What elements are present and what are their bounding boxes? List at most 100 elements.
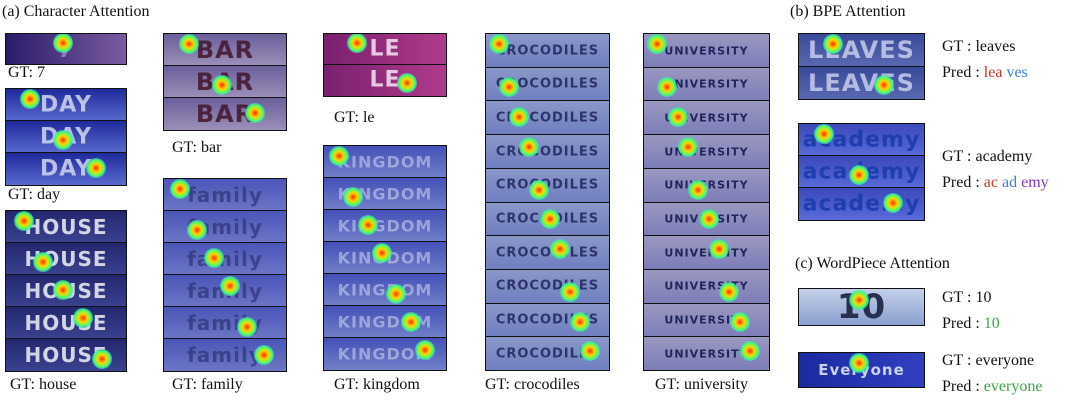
caption: GT: house (10, 376, 77, 393)
attention-crop: CROCODILES (485, 33, 610, 69)
attention-crop: LEAVES (798, 33, 925, 67)
attention-crop: LE (323, 33, 447, 66)
attention-crop: BAR (163, 97, 287, 131)
crop-text: BAR (195, 99, 255, 128)
attention-crop: UNIVERSITY (643, 66, 770, 102)
attention-hotspot (667, 106, 688, 127)
attention-crop: 7 (5, 33, 127, 65)
attention-crop: CROCODILES (485, 268, 610, 305)
pred-piece: lea (983, 64, 1003, 81)
attention-hotspot (20, 88, 41, 109)
attention-hotspot (400, 312, 421, 332)
attention-crop: 10 (798, 288, 925, 326)
gt-label: GT : everyone (942, 352, 1035, 369)
attention-crop: UNIVERSITY (643, 167, 770, 203)
crop-text: LEAVES (808, 68, 915, 97)
attention-crop: BAR (163, 33, 287, 67)
attention-crop: UNIVERSITY (643, 201, 770, 237)
attention-hotspot (647, 34, 668, 55)
attention-crop: KINGDOM (323, 177, 447, 211)
attention-crop: HOUSE (5, 242, 127, 276)
attention-hotspot (719, 282, 740, 303)
crop-text: academy (802, 191, 921, 217)
attention-crop: UNIVERSITY (643, 100, 770, 136)
attention-hotspot (237, 316, 257, 337)
crop-text: UNIVERSITY (664, 145, 749, 159)
pred-label: Pred : (942, 378, 980, 395)
gt-label: GT : 10 (942, 289, 992, 306)
section-title: (b) BPE Attention (790, 3, 906, 20)
attention-hotspot (569, 311, 590, 332)
crop-text: UNIVERSITY (664, 44, 749, 58)
attention-crop: HOUSE (5, 338, 127, 372)
crop-text: KINGDOM (337, 152, 433, 172)
crop-text: LE (369, 67, 401, 93)
attention-hotspot (33, 251, 54, 272)
crop-text: HOUSE (24, 214, 108, 239)
attention-crop: KINGDOM (323, 209, 447, 243)
pred-line: Pred : everyone (942, 378, 1042, 396)
attention-hotspot (549, 238, 570, 259)
attention-crop: HOUSE (5, 306, 127, 340)
attention-hotspot (539, 209, 560, 230)
pred-line: Pred : 10 (942, 315, 1000, 333)
crop-text: family (187, 182, 263, 207)
attention-hotspot (414, 340, 435, 361)
attention-hotspot (519, 136, 540, 157)
crop-text: KINGDOM (337, 184, 433, 204)
gt-label: GT : academy (942, 148, 1033, 165)
attention-hotspot (397, 72, 417, 93)
attention-crop: CROCODILES (485, 100, 610, 136)
section-title: (a) Character Attention (2, 3, 150, 20)
pred-label: Pred : (942, 64, 980, 81)
attention-hotspot (822, 34, 843, 54)
attention-crop: KINGDOM (323, 305, 447, 339)
attention-hotspot (499, 77, 520, 98)
pred-piece: emy (1021, 174, 1049, 191)
crop-text: CROCODILES (495, 312, 600, 328)
attention-hotspot (53, 279, 73, 300)
attention-hotspot (329, 145, 350, 166)
pred-piece: 10 (983, 315, 1000, 332)
attention-hotspot (53, 33, 73, 53)
attention-crop: family (163, 338, 287, 372)
attention-hotspot (92, 348, 113, 369)
attention-hotspot (814, 123, 835, 144)
attention-crop: KINGDOM (323, 337, 447, 371)
crop-text: CROCODILES (495, 43, 600, 59)
attention-crop: UNIVERSITY (643, 134, 770, 170)
attention-hotspot (170, 178, 191, 199)
attention-hotspot (874, 75, 895, 96)
attention-crop: HOUSE (5, 210, 127, 244)
attention-hotspot (529, 179, 550, 200)
attention-hotspot (882, 192, 903, 213)
attention-hotspot (220, 275, 241, 296)
crop-text: CROCODILES (495, 76, 600, 92)
attention-hotspot (53, 129, 73, 150)
crop-text: CROCODILES (495, 110, 600, 126)
attention-hotspot (372, 242, 392, 263)
attention-crop: family (163, 306, 287, 340)
attention-crop: academy (798, 155, 925, 189)
attention-crop: family (163, 274, 287, 308)
pred-line: Pred : lea ves (942, 64, 1028, 82)
attention-hotspot (212, 74, 232, 95)
crop-text: HOUSE (24, 246, 108, 271)
attention-crop: family (163, 242, 287, 276)
attention-crop: UNIVERSITY (643, 268, 770, 305)
attention-crop: DAY (5, 88, 127, 122)
attention-hotspot (678, 136, 699, 157)
crop-text: KINGDOM (337, 216, 433, 236)
attention-hotspot (708, 238, 729, 259)
pred-label: Pred : (942, 174, 980, 191)
caption: GT: crocodiles (485, 376, 580, 393)
crop-text: BAR (195, 35, 255, 64)
attention-hotspot (698, 209, 719, 230)
caption: GT: le (334, 109, 375, 126)
crop-text: LE (369, 36, 401, 62)
attention-crop: HOUSE (5, 274, 127, 308)
attention-hotspot (579, 341, 600, 362)
crop-text: family (187, 310, 263, 335)
crop-text: DAY (39, 156, 93, 182)
attention-hotspot (688, 179, 709, 200)
